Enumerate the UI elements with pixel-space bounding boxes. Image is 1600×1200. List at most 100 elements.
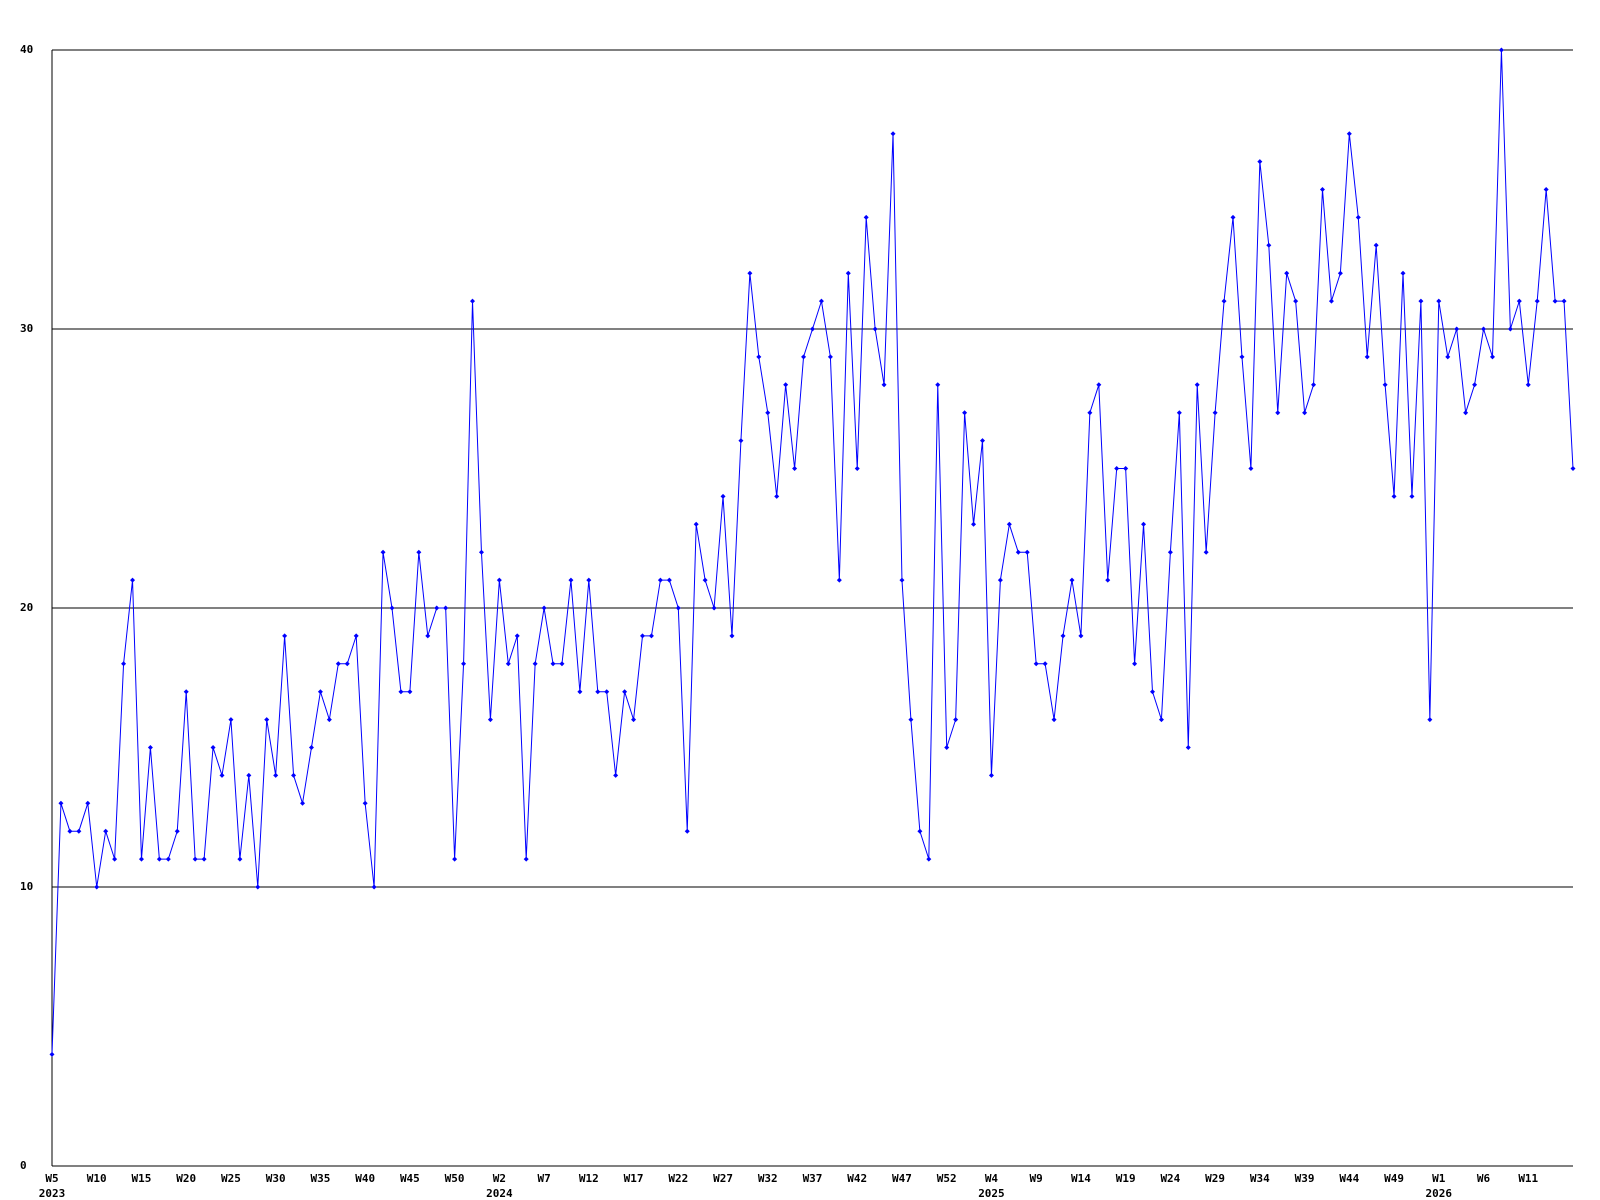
- x-tick-label: W49: [1384, 1172, 1404, 1185]
- point: [496, 577, 502, 583]
- point: [425, 633, 431, 639]
- point: [103, 828, 109, 834]
- y-tick-label: 40: [20, 43, 33, 56]
- point: [85, 800, 91, 806]
- x-tick-label: W37: [803, 1172, 823, 1185]
- point: [1051, 717, 1057, 723]
- point: [872, 326, 878, 332]
- point: [317, 689, 323, 695]
- point: [300, 800, 306, 806]
- point: [1078, 633, 1084, 639]
- point: [1498, 47, 1504, 53]
- point: [228, 717, 234, 723]
- point: [416, 549, 422, 555]
- point: [49, 1051, 55, 1057]
- x-year-label: 2023: [39, 1187, 66, 1200]
- point: [1114, 466, 1120, 471]
- point: [827, 354, 833, 360]
- point: [407, 689, 413, 695]
- point: [971, 521, 977, 527]
- point: [1060, 633, 1066, 639]
- point: [532, 661, 538, 667]
- point: [1525, 382, 1531, 388]
- point: [1463, 410, 1469, 416]
- x-tick-label: W5: [45, 1172, 58, 1185]
- point: [944, 745, 950, 750]
- point: [461, 661, 467, 667]
- x-tick-label: W20: [176, 1172, 196, 1185]
- x-tick-label: W17: [624, 1172, 644, 1185]
- point: [174, 828, 180, 834]
- point: [1391, 493, 1397, 499]
- point: [693, 521, 699, 527]
- point: [156, 856, 162, 862]
- point: [291, 772, 297, 778]
- x-tick-label: W9: [1030, 1172, 1043, 1185]
- point: [1149, 689, 1155, 695]
- point: [487, 717, 493, 723]
- x-tick-label: W4: [985, 1172, 999, 1185]
- point: [881, 382, 887, 388]
- point: [1454, 326, 1460, 332]
- point: [604, 689, 610, 695]
- point: [1176, 410, 1182, 416]
- point: [58, 800, 64, 806]
- point: [94, 884, 100, 890]
- point: [756, 354, 762, 360]
- point: [1248, 466, 1254, 471]
- point: [1445, 354, 1451, 360]
- point: [443, 605, 449, 611]
- point: [1337, 270, 1343, 276]
- point: [1427, 717, 1433, 723]
- x-tick-label: W50: [445, 1172, 465, 1185]
- point: [595, 689, 601, 695]
- point: [1436, 298, 1442, 304]
- point: [953, 717, 959, 723]
- x-tick-label: W7: [537, 1172, 550, 1185]
- point: [1096, 382, 1102, 388]
- point: [738, 438, 744, 444]
- point: [121, 661, 127, 667]
- x-tick-label: W10: [87, 1172, 107, 1185]
- point: [165, 856, 171, 862]
- point: [1132, 661, 1138, 667]
- point: [613, 772, 619, 778]
- point: [979, 438, 985, 444]
- point: [1158, 717, 1164, 723]
- point: [505, 661, 511, 667]
- point: [1400, 270, 1406, 276]
- point: [147, 745, 153, 750]
- point: [1194, 382, 1200, 388]
- point: [246, 772, 252, 778]
- point: [631, 717, 637, 723]
- point: [711, 605, 717, 611]
- x-tick-label: W44: [1339, 1172, 1359, 1185]
- x-tick-label: W39: [1295, 1172, 1315, 1185]
- point: [183, 689, 189, 695]
- point: [657, 577, 663, 583]
- point: [76, 828, 82, 834]
- point: [774, 493, 780, 499]
- point: [1570, 466, 1576, 471]
- point: [1087, 410, 1093, 416]
- point: [1355, 214, 1361, 220]
- point: [389, 605, 395, 611]
- point: [640, 633, 646, 639]
- point: [380, 549, 386, 555]
- point: [1328, 298, 1334, 304]
- x-tick-label: W12: [579, 1172, 599, 1185]
- point: [863, 214, 869, 220]
- point: [1418, 298, 1424, 304]
- point: [130, 577, 136, 583]
- x-year-label: 2025: [978, 1187, 1005, 1200]
- point: [335, 661, 341, 667]
- point: [801, 354, 807, 360]
- x-year-label: 2024: [486, 1187, 513, 1200]
- point: [308, 745, 314, 750]
- point: [344, 661, 350, 667]
- point: [541, 605, 547, 611]
- point: [1033, 661, 1039, 667]
- point: [1203, 549, 1209, 555]
- x-tick-label: W29: [1205, 1172, 1225, 1185]
